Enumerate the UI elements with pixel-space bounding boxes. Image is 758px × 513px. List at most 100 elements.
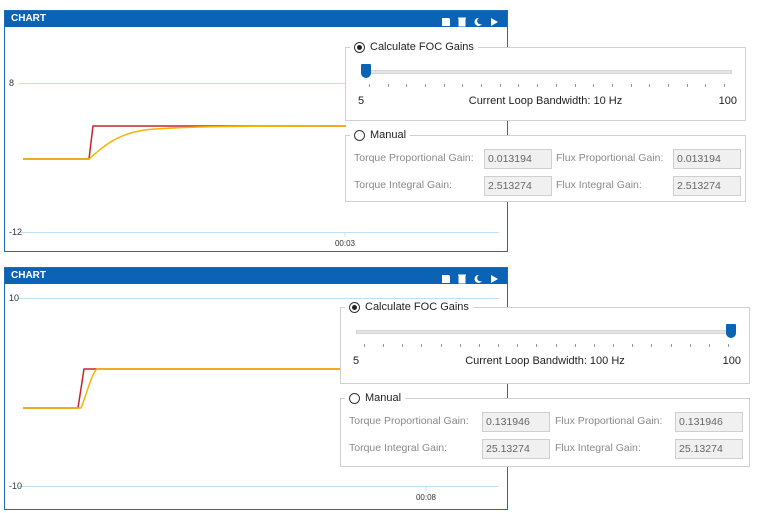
theme-icon[interactable]	[473, 271, 483, 283]
save-icon[interactable]	[441, 271, 451, 283]
slider-tick	[686, 84, 688, 87]
field-input[interactable]: 25.13274	[675, 439, 743, 459]
radio-option[interactable]: Manual	[345, 390, 406, 406]
slider-tick	[613, 344, 615, 347]
panel-title: CHART	[11, 270, 46, 281]
slider-tick	[670, 344, 672, 347]
radio-dot	[352, 304, 357, 310]
slider-tick	[574, 344, 576, 347]
slider-tick	[555, 344, 557, 347]
icon-graphic	[442, 275, 450, 283]
y-tick-label: 8	[9, 78, 14, 88]
theme-icon[interactable]	[473, 14, 483, 26]
slider-tick	[383, 344, 385, 347]
icon-shape	[458, 17, 466, 27]
field-label: Torque Proportional Gain:	[354, 152, 474, 164]
trace-response	[23, 368, 341, 409]
radio-button[interactable]	[354, 41, 365, 53]
x-tick-label: 00:03	[335, 239, 356, 248]
field-input[interactable]: 0.013194	[673, 149, 741, 169]
slider-tick	[724, 84, 725, 87]
y-tick-label: -10	[9, 481, 22, 491]
slider-tick	[481, 84, 483, 87]
field-input[interactable]: 0.131946	[482, 412, 550, 432]
field-input[interactable]: 0.131946	[675, 412, 743, 432]
field-label: Flux Proportional Gain:	[556, 152, 664, 164]
field-label: Flux Integral Gain:	[555, 442, 641, 454]
slider-tick	[708, 344, 710, 347]
slider-tick	[402, 344, 404, 347]
radio-option[interactable]: Calculate FOC Gains	[350, 39, 478, 55]
radio-option[interactable]: Calculate FOC Gains	[345, 299, 473, 315]
slider-tick	[649, 84, 651, 87]
icon-graphic	[491, 18, 498, 26]
bandwidth-label: Current Loop Bandwidth: 10 Hz	[468, 95, 623, 107]
slider-tick	[593, 344, 595, 347]
slider-tick	[705, 84, 707, 87]
y-tick-label: 10	[9, 293, 19, 303]
radio-button[interactable]	[354, 129, 365, 141]
slider-tick	[651, 344, 653, 347]
slider-tick	[517, 344, 519, 347]
icon-shape	[474, 17, 482, 26]
slider-tick	[421, 344, 423, 347]
slider-tick	[555, 84, 557, 87]
slider-track[interactable]	[361, 70, 732, 74]
delete-icon[interactable]	[457, 271, 467, 284]
icon-shape	[474, 274, 482, 283]
slider-thumb[interactable]	[726, 324, 736, 338]
slider-tick	[537, 84, 539, 87]
slider-tick	[518, 84, 520, 87]
field-input[interactable]: 0.013194	[484, 149, 552, 169]
slider-thumb[interactable]	[361, 64, 371, 78]
trace-reference	[23, 125, 346, 160]
field-label: Torque Proportional Gain:	[349, 415, 469, 427]
slider-tick	[536, 344, 538, 347]
slider-tick	[462, 84, 464, 87]
field-label: Flux Integral Gain:	[556, 179, 642, 191]
play-icon[interactable]	[489, 271, 499, 283]
field-label: Torque Integral Gain:	[349, 442, 448, 454]
icon-shape	[491, 18, 498, 26]
field-label: Torque Integral Gain:	[354, 179, 453, 191]
plot-area: 10 -10 00:08	[9, 293, 499, 502]
radio-button[interactable]	[349, 301, 360, 313]
radio-label: Calculate FOC Gains	[370, 41, 474, 53]
field-label: Flux Proportional Gain:	[555, 415, 663, 427]
icon-graphic	[474, 17, 482, 26]
icon-shape	[491, 275, 498, 283]
radio-label: Calculate FOC Gains	[365, 301, 469, 313]
icon-graphic	[442, 18, 450, 26]
icon-graphic	[491, 275, 498, 283]
radio-option[interactable]: Manual	[350, 127, 411, 143]
manual-group: Manual Torque Proportional Gain: 0.013194 F…	[345, 127, 746, 202]
icon-graphic	[474, 274, 482, 283]
slider-tick	[667, 84, 669, 87]
manual-group: Manual Torque Proportional Gain: 0.131946 F…	[340, 390, 750, 467]
play-icon[interactable]	[489, 14, 499, 26]
slider-tick	[406, 84, 408, 87]
radio-button[interactable]	[349, 392, 360, 404]
field-input[interactable]: 25.13274	[482, 439, 550, 459]
slider-max-label: 100	[722, 355, 741, 367]
save-icon[interactable]	[441, 14, 451, 26]
y-tick-label: -12	[9, 227, 22, 237]
slider-tick	[364, 344, 365, 347]
slider-tick	[728, 344, 729, 347]
field-input[interactable]: 2.513274	[673, 176, 741, 196]
slider-tick	[632, 344, 634, 347]
icon-shape	[442, 18, 450, 26]
icon-graphic	[458, 17, 466, 27]
panel-header: CHART	[5, 268, 507, 284]
slider-tick	[630, 84, 632, 87]
slider-max-label: 100	[718, 95, 737, 107]
slider-track[interactable]	[356, 330, 736, 334]
slider-tick	[440, 344, 442, 347]
slider-tick	[478, 344, 480, 347]
slider-tick	[593, 84, 595, 87]
icon-shape	[458, 274, 466, 284]
calculate-group: Calculate FOC Gains 5 Current Loop Bandwid…	[340, 299, 750, 384]
field-input[interactable]: 2.513274	[484, 176, 552, 196]
delete-icon[interactable]	[457, 14, 467, 27]
